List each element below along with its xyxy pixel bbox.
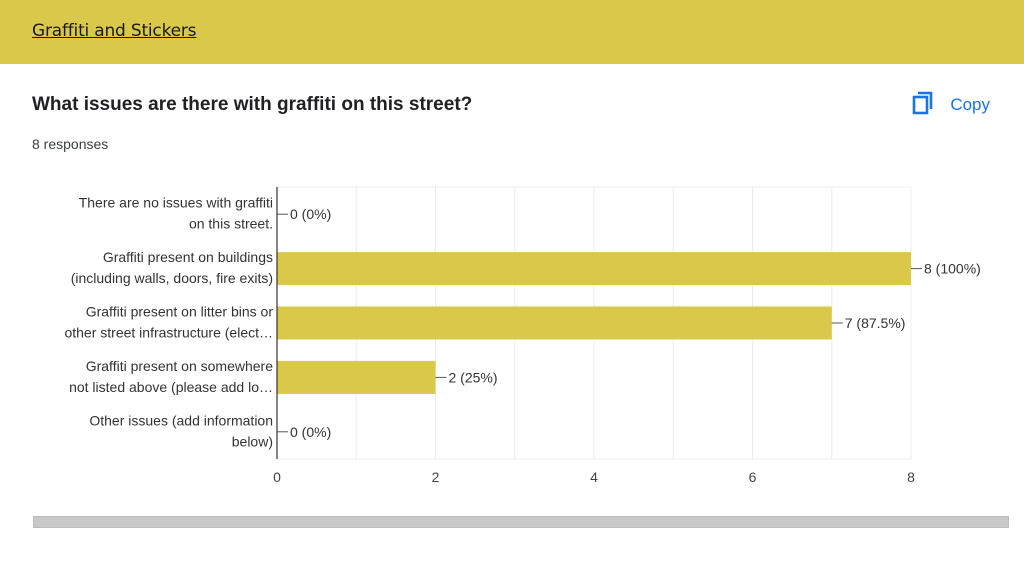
category-label: not listed above (please add lo… bbox=[69, 379, 273, 395]
category-label: other street infrastructure (elect… bbox=[64, 325, 273, 341]
bar bbox=[277, 252, 911, 286]
x-tick-label: 4 bbox=[590, 469, 598, 485]
data-label: 0 (0%) bbox=[290, 424, 331, 440]
category-label: Graffiti present on litter bins or bbox=[86, 304, 274, 320]
bar-chart: 0 (0%) There are no issues with graffiti o… bbox=[0, 184, 1024, 564]
category-label: (including walls, doors, fire exits) bbox=[71, 270, 273, 286]
x-tick-label: 0 bbox=[273, 469, 281, 485]
response-count: 8 responses bbox=[32, 136, 109, 152]
section-header: Graffiti and Stickers bbox=[0, 0, 1024, 64]
category-label: Other issues (add information bbox=[89, 412, 273, 428]
question-card: What issues are there with graffiti on t… bbox=[0, 64, 1024, 554]
section-title: Graffiti and Stickers bbox=[32, 21, 197, 41]
category-label: Graffiti present on buildings bbox=[103, 249, 273, 265]
bar bbox=[277, 360, 436, 394]
x-tick-label: 6 bbox=[749, 469, 757, 485]
data-label: 8 (100%) bbox=[924, 261, 981, 277]
horizontal-scrollbar[interactable] bbox=[33, 516, 1009, 528]
question-title: What issues are there with graffiti on t… bbox=[32, 94, 473, 115]
data-label: 7 (87.5%) bbox=[845, 315, 906, 331]
x-tick-label: 8 bbox=[907, 469, 915, 485]
x-tick-label: 2 bbox=[432, 469, 440, 485]
category-label: There are no issues with graffiti bbox=[79, 195, 273, 211]
category-label: on this street. bbox=[189, 216, 273, 232]
copy-button[interactable]: Copy bbox=[910, 90, 990, 120]
chart-svg: 0 (0%) There are no issues with graffiti o… bbox=[64, 186, 981, 485]
data-label: 2 (25%) bbox=[449, 369, 498, 385]
bar bbox=[277, 306, 832, 340]
copy-label: Copy bbox=[950, 95, 990, 114]
category-label: below) bbox=[232, 433, 273, 449]
copy-icon bbox=[910, 90, 936, 121]
category-label: Graffiti present on somewhere bbox=[86, 358, 273, 374]
data-label: 0 (0%) bbox=[290, 206, 331, 222]
